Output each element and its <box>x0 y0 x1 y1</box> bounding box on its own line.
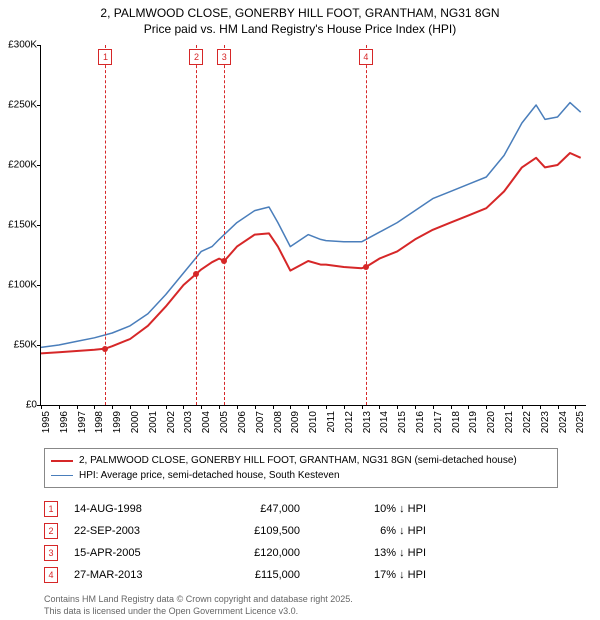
sales-row-date: 15-APR-2005 <box>74 547 194 559</box>
sales-row: 3 15-APR-2005 £120,000 13% ↓ HPI <box>44 542 600 564</box>
chart-legend: 2, PALMWOOD CLOSE, GONERBY HILL FOOT, GR… <box>44 448 558 488</box>
sale-marker-line <box>224 45 225 405</box>
sales-row-marker: 3 <box>44 545 58 561</box>
sales-table: 1 14-AUG-1998 £47,000 10% ↓ HPI 2 22-SEP-2003… <box>44 498 600 586</box>
sales-row: 1 14-AUG-1998 £47,000 10% ↓ HPI <box>44 498 600 520</box>
y-tick-label: £300K <box>1 40 37 51</box>
sale-dot <box>193 271 199 277</box>
sale-marker-box: 1 <box>98 49 112 65</box>
hpi-line <box>41 103 581 348</box>
footnote-line-1: Contains HM Land Registry data © Crown c… <box>44 594 600 606</box>
legend-item-hpi: HPI: Average price, semi-detached house,… <box>51 468 551 483</box>
sales-row-price: £109,500 <box>210 525 300 537</box>
sales-row: 2 22-SEP-2003 £109,500 6% ↓ HPI <box>44 520 600 542</box>
sale-marker-box: 4 <box>359 49 373 65</box>
legend-label-hpi: HPI: Average price, semi-detached house,… <box>79 468 340 483</box>
sales-row-marker: 1 <box>44 501 58 517</box>
sales-row-marker: 4 <box>44 567 58 583</box>
y-tick-label: £250K <box>1 100 37 111</box>
y-tick-label: £150K <box>1 220 37 231</box>
sales-row-diff: 10% ↓ HPI <box>316 503 426 515</box>
y-tick-label: £0 <box>1 400 37 411</box>
footnote: Contains HM Land Registry data © Crown c… <box>44 594 600 617</box>
sale-dot <box>102 346 108 352</box>
sale-dot <box>363 264 369 270</box>
sales-row-diff: 13% ↓ HPI <box>316 547 426 559</box>
legend-swatch-price <box>51 460 73 462</box>
legend-item-price: 2, PALMWOOD CLOSE, GONERBY HILL FOOT, GR… <box>51 453 551 468</box>
chart-lines-svg <box>41 45 586 405</box>
sales-row-price: £120,000 <box>210 547 300 559</box>
chart-plot-area: £0£50K£100K£150K£200K£250K£300K199519961… <box>40 45 586 406</box>
sale-marker-box: 3 <box>217 49 231 65</box>
sales-row-diff: 6% ↓ HPI <box>316 525 426 537</box>
sale-marker-line <box>366 45 367 405</box>
y-tick-label: £50K <box>1 340 37 351</box>
title-line-2: Price paid vs. HM Land Registry's House … <box>0 22 600 38</box>
chart-title: 2, PALMWOOD CLOSE, GONERBY HILL FOOT, GR… <box>0 0 600 37</box>
legend-label-price: 2, PALMWOOD CLOSE, GONERBY HILL FOOT, GR… <box>79 453 517 468</box>
y-tick-label: £100K <box>1 280 37 291</box>
sale-marker-line <box>196 45 197 405</box>
sales-row-marker: 2 <box>44 523 58 539</box>
y-tick-label: £200K <box>1 160 37 171</box>
sales-row-price: £115,000 <box>210 569 300 581</box>
sale-marker-box: 2 <box>189 49 203 65</box>
sales-row-date: 14-AUG-1998 <box>74 503 194 515</box>
sale-dot <box>221 258 227 264</box>
sales-row: 4 27-MAR-2013 £115,000 17% ↓ HPI <box>44 564 600 586</box>
sales-row-diff: 17% ↓ HPI <box>316 569 426 581</box>
legend-swatch-hpi <box>51 475 73 476</box>
sales-row-price: £47,000 <box>210 503 300 515</box>
sales-row-date: 27-MAR-2013 <box>74 569 194 581</box>
footnote-line-2: This data is licensed under the Open Gov… <box>44 606 600 618</box>
price-paid-line <box>41 153 581 353</box>
title-line-1: 2, PALMWOOD CLOSE, GONERBY HILL FOOT, GR… <box>0 6 600 22</box>
sales-row-date: 22-SEP-2003 <box>74 525 194 537</box>
